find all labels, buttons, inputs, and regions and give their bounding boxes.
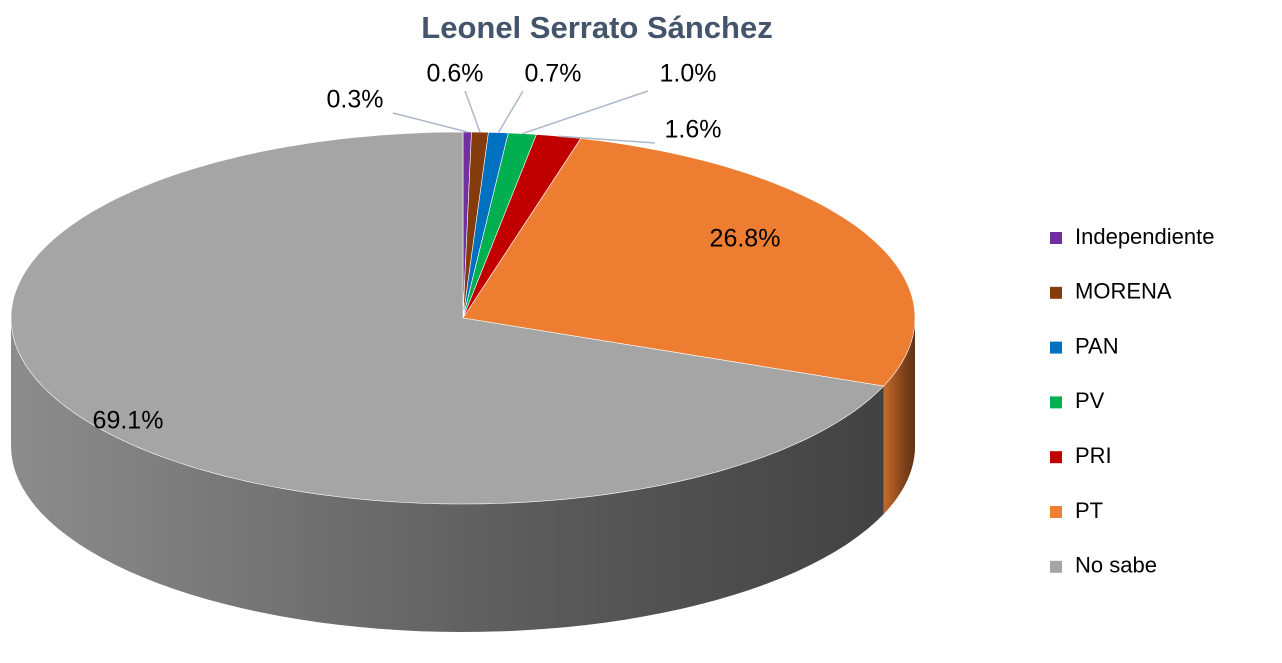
legend-label: Independiente — [1075, 224, 1214, 249]
legend-swatch — [1050, 286, 1062, 299]
data-label: 1.0% — [660, 60, 717, 88]
pie-side-shade — [11, 318, 884, 632]
data-label: 0.3% — [327, 86, 384, 114]
legend-label: PV — [1075, 388, 1105, 413]
leader-line — [464, 90, 481, 133]
legend-swatch — [1050, 396, 1062, 409]
legend-label: PT — [1075, 498, 1103, 523]
pie-side-shade — [883, 318, 915, 515]
legend-label: PRI — [1075, 443, 1112, 468]
data-label: 69.1% — [93, 407, 164, 435]
legend-swatch — [1050, 560, 1062, 573]
legend: Independiente MORENA PAN PV PRI PT No sabe — [1050, 224, 1214, 578]
leader-line — [497, 90, 524, 133]
legend-label: No sabe — [1075, 553, 1157, 578]
data-label: 26.8% — [710, 225, 781, 253]
data-labels: 0.3% 0.6% 0.7% 1.0% 1.6% 26.8% 69.1% — [93, 60, 781, 435]
data-label: 0.7% — [525, 60, 582, 88]
legend-label: MORENA — [1075, 279, 1172, 304]
chart-title: Leonel Serrato Sánchez — [421, 10, 772, 45]
pie-slice — [462, 138, 916, 387]
pie-sides — [11, 318, 915, 632]
legend-label: PAN — [1075, 333, 1119, 358]
pie-tops — [10, 131, 916, 505]
legend-swatch — [1050, 506, 1062, 518]
legend-swatch — [1050, 451, 1062, 464]
leader-line — [558, 135, 656, 144]
legend-swatch — [1050, 341, 1062, 354]
data-label: 1.6% — [665, 116, 722, 144]
pie-slice — [10, 131, 885, 505]
leader-line — [522, 90, 649, 135]
data-label: 0.6% — [427, 60, 484, 88]
legend-swatch — [1050, 232, 1062, 244]
leader-line — [392, 112, 468, 133]
